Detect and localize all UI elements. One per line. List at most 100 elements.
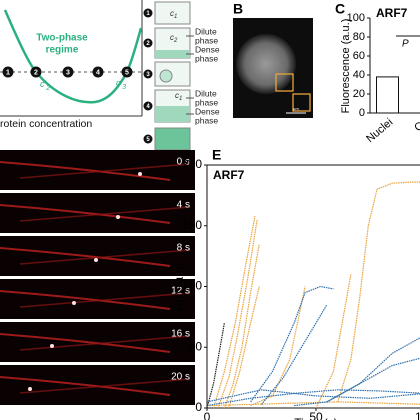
- frame-image: [0, 236, 195, 276]
- panel-d: 0 s 4 s 8 s 12 s 16 s 20 s: [0, 150, 195, 405]
- step-number: 1: [146, 11, 150, 17]
- spot: [50, 344, 54, 348]
- time-label: 8 s: [177, 243, 190, 254]
- filament: [0, 161, 171, 181]
- filament: [19, 292, 191, 308]
- step-number: 2: [146, 41, 150, 47]
- x-tick-label: Cy: [412, 116, 420, 134]
- y-tick-label: 0: [359, 107, 365, 119]
- box: [154, 61, 191, 87]
- plot-frame: [206, 164, 420, 409]
- y-tick-label: 100: [182, 279, 202, 293]
- frame-image: [0, 150, 195, 190]
- spot: [28, 387, 32, 391]
- step-number: 4: [146, 104, 150, 110]
- spot: [72, 301, 76, 305]
- c-prime-label: c′3: [116, 78, 126, 90]
- phase-label: Dilute: [195, 88, 217, 98]
- box-label: c1: [175, 91, 182, 101]
- c-sub: 2: [45, 85, 50, 92]
- box: [154, 127, 191, 151]
- chart-title: ARF7: [213, 168, 245, 182]
- phase-label: phase: [195, 97, 218, 107]
- filament: [19, 163, 191, 179]
- c-base: c′: [116, 78, 123, 88]
- scale-label: µm: [293, 106, 299, 111]
- trajectory: [228, 286, 260, 409]
- y-axis-label: Fluorescence (a.u.): [340, 19, 352, 114]
- step-number: 2: [34, 69, 38, 76]
- x-tick-label: 50: [309, 410, 323, 420]
- time-label: 0 s: [177, 157, 190, 168]
- filament: [0, 376, 171, 396]
- time-label: 16 s: [171, 329, 190, 340]
- binodal-curve: [3, 9, 143, 104]
- y-tick-label: 80: [353, 31, 365, 43]
- filament: [0, 247, 171, 267]
- step-marker: [143, 38, 153, 48]
- y-axis-label: R(t) (µm): [172, 263, 186, 311]
- panel-label: E: [212, 147, 221, 163]
- phase-boxes: c1 c2 c1: [154, 1, 194, 151]
- step-marker: [143, 101, 153, 111]
- trajectory: [212, 215, 256, 409]
- bar: [376, 76, 399, 114]
- phase-label: Dilute: [195, 26, 217, 36]
- time-label: 20 s: [171, 372, 190, 383]
- c-base: c′: [40, 79, 47, 89]
- y-tick-label: 200: [182, 157, 202, 171]
- step-number: 4: [96, 69, 100, 76]
- y-tick-label: 50: [189, 339, 203, 353]
- dense-layer: [155, 106, 190, 122]
- roi-box: [275, 73, 294, 92]
- step-marker: [143, 69, 153, 79]
- c-sub: 3: [122, 84, 126, 91]
- trajectory: [315, 274, 352, 409]
- y-tick-label: 100: [347, 12, 365, 24]
- y-tick-label: 20: [353, 88, 365, 100]
- y-tick-label: 0: [195, 400, 202, 414]
- y-tick-label: 60: [353, 50, 365, 62]
- dense-layer: [155, 50, 190, 58]
- phase-label: Dense: [195, 106, 220, 116]
- frame-image: [0, 193, 195, 233]
- spot: [116, 215, 120, 219]
- spot: [94, 258, 98, 262]
- filament: [0, 204, 171, 224]
- step-marker: [62, 66, 74, 78]
- x-tick-label: 0: [204, 410, 211, 420]
- nucleus: [236, 34, 296, 94]
- filament: [19, 378, 191, 394]
- trajectory: [206, 322, 225, 409]
- step-marker: [143, 8, 153, 18]
- trajectory: [223, 243, 260, 409]
- panel-b: B µm: [233, 1, 313, 118]
- c-base: c: [170, 9, 174, 18]
- trajectory: [337, 181, 420, 403]
- c-base: c: [175, 91, 179, 100]
- step-marker: [92, 66, 104, 78]
- droplet: [159, 69, 173, 83]
- frame-image: [0, 322, 195, 362]
- phase-label: phase: [195, 35, 218, 45]
- x-tick-label: 100: [415, 410, 420, 420]
- filament: [19, 335, 191, 351]
- trajectory: [206, 401, 420, 407]
- y-tick-label: 150: [182, 218, 202, 232]
- c-sub: 2: [173, 38, 178, 44]
- box-label: c2: [170, 33, 178, 43]
- roi-box: [292, 93, 311, 112]
- y-tick-label: 40: [353, 69, 365, 81]
- trajectory: [250, 285, 334, 403]
- phase-label: phase: [195, 115, 218, 125]
- step-marker: [30, 66, 42, 78]
- step-marker: [143, 134, 153, 144]
- c-sub: 1: [174, 14, 177, 20]
- spot: [138, 172, 142, 176]
- panel-e: E: [212, 147, 221, 163]
- panel-label: C: [335, 1, 345, 17]
- trajectory: [250, 286, 306, 407]
- phase-label: Dense: [195, 44, 220, 54]
- step-number: 5: [146, 137, 150, 143]
